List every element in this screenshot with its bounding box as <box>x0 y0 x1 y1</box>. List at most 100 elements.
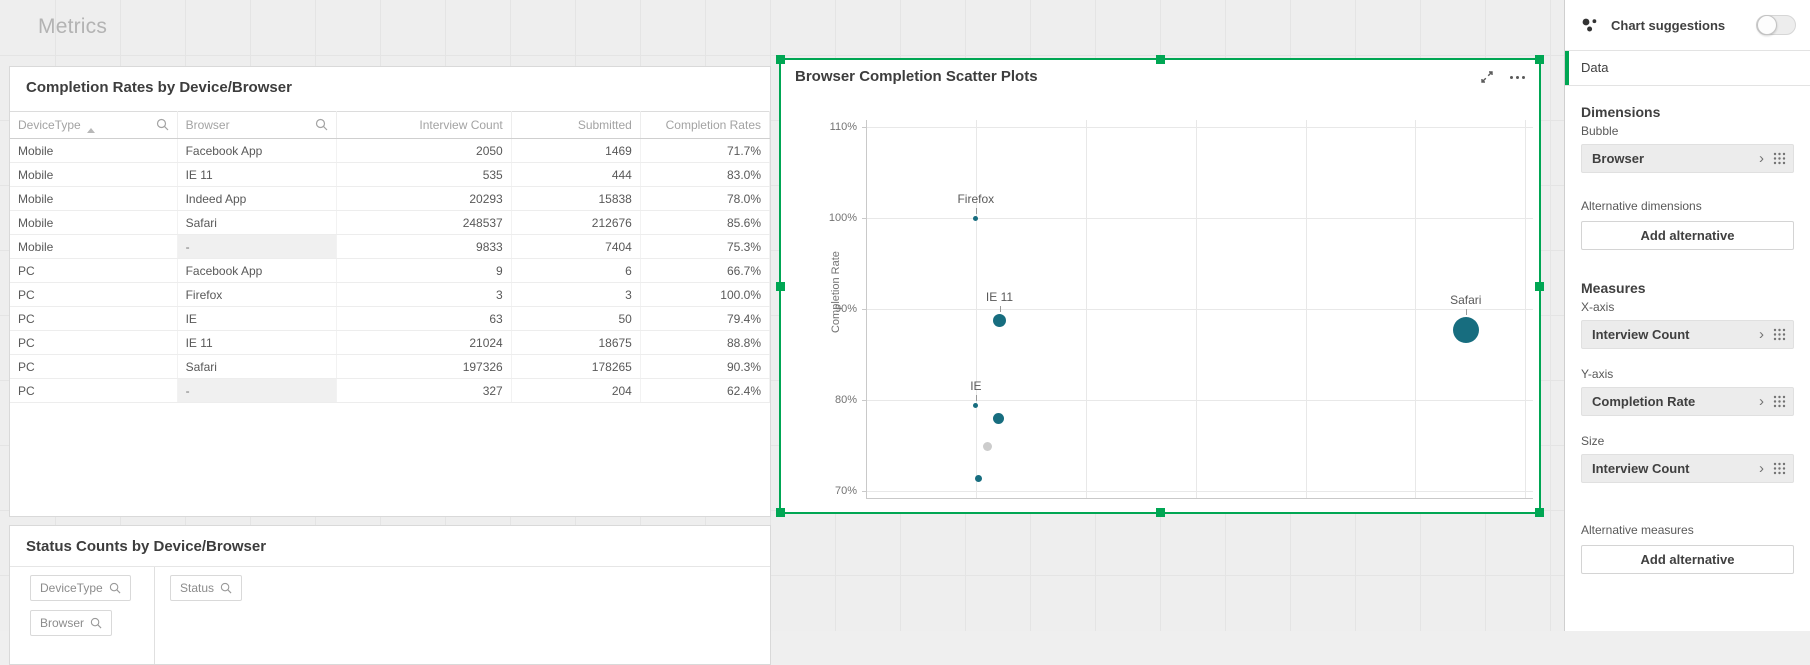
table-cell[interactable]: 197326 <box>336 354 512 379</box>
column-header-submitted[interactable]: Submitted <box>511 111 641 139</box>
drag-handle-icon[interactable] <box>1773 328 1786 341</box>
table-cell[interactable]: Facebook App <box>177 138 338 163</box>
table-cell[interactable]: PC <box>10 378 178 403</box>
table-cell[interactable]: - <box>177 378 338 403</box>
chart-suggestions-toggle[interactable] <box>1756 15 1796 35</box>
table-cell[interactable]: 248537 <box>336 210 512 235</box>
scatter-point-safari[interactable] <box>1452 316 1479 343</box>
table-cell[interactable]: 3 <box>336 282 512 307</box>
table-cell[interactable]: 90.3% <box>640 354 771 379</box>
chevron-right-icon[interactable]: › <box>1759 460 1764 477</box>
add-alternative-measure-button[interactable]: Add alternative <box>1581 545 1794 574</box>
column-header-interview-count[interactable]: Interview Count <box>336 111 512 139</box>
table-cell[interactable]: 20293 <box>336 186 512 211</box>
search-icon[interactable] <box>315 118 328 131</box>
table-cell[interactable]: Mobile <box>10 162 178 187</box>
completion-rates-panel[interactable]: Completion Rates by Device/Browser Devic… <box>9 66 771 517</box>
table-row[interactable]: Mobile IE 11 535 444 83.0% <box>10 162 771 187</box>
table-row[interactable]: PC Facebook App 9 6 66.7% <box>10 258 771 283</box>
table-cell[interactable]: 18675 <box>511 330 641 355</box>
scatter-point-indeed-app[interactable] <box>992 412 1004 424</box>
table-cell[interactable]: 83.0% <box>640 162 771 187</box>
table-cell[interactable]: 1469 <box>511 138 641 163</box>
table-row[interactable]: PC IE 63 50 79.4% <box>10 306 771 331</box>
table-cell[interactable]: 66.7% <box>640 258 771 283</box>
table-cell[interactable]: 63 <box>336 306 512 331</box>
table-row[interactable]: PC IE 11 21024 18675 88.8% <box>10 330 771 355</box>
filter-browser[interactable]: Browser <box>30 610 113 636</box>
table-cell[interactable]: 50 <box>511 306 641 331</box>
selection-handle-e[interactable] <box>1535 282 1544 291</box>
scatter-point-ie[interactable] <box>973 402 979 408</box>
scatter-chart-panel[interactable]: Browser Completion Scatter Plots Complet… <box>776 55 1544 517</box>
table-cell[interactable]: - <box>177 234 338 259</box>
table-cell[interactable]: 535 <box>336 162 512 187</box>
chevron-right-icon[interactable]: › <box>1759 393 1764 410</box>
table-cell[interactable]: 79.4% <box>640 306 771 331</box>
chevron-right-icon[interactable]: › <box>1759 326 1764 343</box>
table-cell[interactable]: Mobile <box>10 234 178 259</box>
table-cell[interactable]: Indeed App <box>177 186 338 211</box>
selection-handle-s[interactable] <box>1156 508 1165 517</box>
table-row[interactable]: Mobile Facebook App 2050 1469 71.7% <box>10 138 771 163</box>
table-cell[interactable]: 9833 <box>336 234 512 259</box>
add-alternative-dimension-button[interactable]: Add alternative <box>1581 221 1794 250</box>
table-cell[interactable]: 178265 <box>511 354 641 379</box>
scatter-point--[interactable] <box>982 441 992 451</box>
table-cell[interactable]: 327 <box>336 378 512 403</box>
table-cell[interactable]: IE 11 <box>177 330 338 355</box>
table-row[interactable]: Mobile Safari 248537 212676 85.6% <box>10 210 771 235</box>
table-cell[interactable]: 100.0% <box>640 282 771 307</box>
table-cell[interactable]: 15838 <box>511 186 641 211</box>
table-cell[interactable]: Mobile <box>10 210 178 235</box>
chevron-right-icon[interactable]: › <box>1759 150 1764 167</box>
measure-chip-x-axis[interactable]: Interview Count › <box>1581 320 1794 349</box>
table-cell[interactable]: 9 <box>336 258 512 283</box>
selection-handle-sw[interactable] <box>776 508 785 517</box>
more-menu-icon[interactable] <box>1510 75 1525 79</box>
table-cell[interactable]: 444 <box>511 162 641 187</box>
table-row[interactable]: PC -327 204 62.4% <box>10 378 771 403</box>
selection-handle-n[interactable] <box>1156 55 1165 64</box>
table-cell[interactable]: 21024 <box>336 330 512 355</box>
filter-status[interactable]: Status <box>170 575 243 601</box>
table-row[interactable]: Mobile Indeed App 20293 15838 78.0% <box>10 186 771 211</box>
measure-chip-size[interactable]: Interview Count › <box>1581 454 1794 483</box>
table-cell[interactable]: Firefox <box>177 282 338 307</box>
drag-handle-icon[interactable] <box>1773 152 1786 165</box>
table-cell[interactable]: 75.3% <box>640 234 771 259</box>
table-cell[interactable]: 62.4% <box>640 378 771 403</box>
scatter-point-ie-11[interactable] <box>993 314 1006 328</box>
table-cell[interactable]: Safari <box>177 210 338 235</box>
table-cell[interactable]: PC <box>10 330 178 355</box>
status-counts-panel[interactable]: Status Counts by Device/Browser DeviceTy… <box>9 525 771 665</box>
scatter-point-facebook-app[interactable] <box>974 474 982 482</box>
search-icon[interactable] <box>156 118 169 131</box>
column-header-browser[interactable]: Browser <box>177 111 338 139</box>
table-cell[interactable]: 71.7% <box>640 138 771 163</box>
table-cell[interactable]: 7404 <box>511 234 641 259</box>
expand-icon[interactable] <box>1480 70 1494 84</box>
selection-handle-se[interactable] <box>1535 508 1544 517</box>
table-cell[interactable]: IE <box>177 306 338 331</box>
table-cell[interactable]: PC <box>10 354 178 379</box>
column-header-devicetype[interactable]: DeviceType <box>10 111 178 139</box>
drag-handle-icon[interactable] <box>1773 462 1786 475</box>
table-cell[interactable]: PC <box>10 306 178 331</box>
table-cell[interactable]: 3 <box>511 282 641 307</box>
tab-data[interactable]: Data <box>1565 51 1810 86</box>
table-cell[interactable]: PC <box>10 258 178 283</box>
table-cell[interactable]: 85.6% <box>640 210 771 235</box>
table-cell[interactable]: Safari <box>177 354 338 379</box>
scatter-point-firefox[interactable] <box>973 215 979 221</box>
table-cell[interactable]: PC <box>10 282 178 307</box>
table-cell[interactable]: Mobile <box>10 186 178 211</box>
selection-handle-nw[interactable] <box>776 55 785 64</box>
selection-handle-ne[interactable] <box>1535 55 1544 64</box>
table-cell[interactable]: IE 11 <box>177 162 338 187</box>
table-cell[interactable]: Mobile <box>10 138 178 163</box>
filter-devicetype[interactable]: DeviceType <box>30 575 131 601</box>
selection-handle-w[interactable] <box>776 282 785 291</box>
table-row[interactable]: PC Firefox 3 3 100.0% <box>10 282 771 307</box>
table-cell[interactable]: 78.0% <box>640 186 771 211</box>
